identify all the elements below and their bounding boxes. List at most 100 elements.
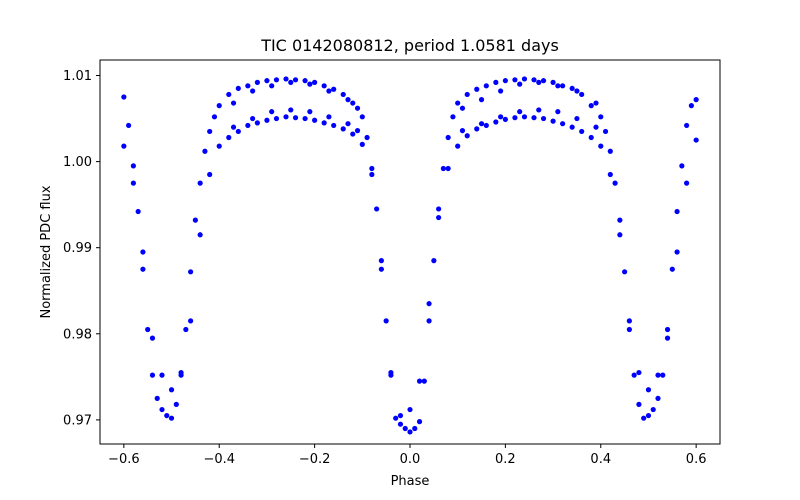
data-point (230, 124, 237, 130)
data-point (550, 79, 556, 85)
data-point (407, 429, 413, 435)
data-point (254, 120, 260, 126)
data-point (211, 114, 218, 120)
y-axis: 0.97 0.98 0.99 1.00 1.01 (63, 69, 100, 428)
y-tick-label: 0.98 (63, 327, 92, 342)
x-tick-label: 0.4 (590, 452, 611, 467)
x-tick-label: 0.2 (495, 452, 516, 467)
data-point (168, 387, 175, 393)
data-point (307, 81, 313, 87)
data-point (397, 421, 404, 427)
data-point (512, 77, 518, 83)
data-point (626, 326, 632, 333)
data-point (135, 208, 141, 215)
data-point (669, 266, 675, 272)
data-point (188, 269, 194, 275)
data-point (397, 412, 404, 419)
data-point (607, 171, 613, 178)
data-point (412, 425, 418, 432)
data-point (445, 165, 451, 172)
data-point (455, 100, 461, 106)
data-point (264, 78, 270, 84)
data-point (207, 128, 213, 135)
data-point (560, 83, 566, 89)
data-point (364, 134, 370, 141)
data-point (478, 97, 485, 103)
data-point (140, 266, 146, 272)
data-point (331, 122, 337, 129)
data-point (292, 77, 299, 83)
data-point (474, 126, 480, 132)
data-point (269, 109, 275, 115)
data-point (636, 401, 642, 407)
data-point (288, 79, 294, 85)
data-point (164, 412, 170, 419)
data-point (531, 77, 537, 83)
data-point (536, 107, 542, 113)
data-point (402, 425, 408, 432)
data-point (145, 326, 151, 333)
data-point (521, 114, 528, 120)
data-point (321, 83, 327, 89)
data-point (464, 91, 470, 98)
data-point (149, 372, 156, 378)
data-point (245, 83, 251, 89)
data-point (498, 114, 504, 120)
data-point (188, 318, 194, 324)
data-point (216, 143, 222, 149)
data-point (483, 83, 489, 89)
data-point (688, 103, 694, 109)
data-point (655, 372, 661, 378)
x-tick-label: −0.2 (299, 452, 331, 467)
data-point (197, 232, 203, 238)
data-point (588, 103, 594, 109)
data-point (302, 115, 308, 122)
data-point (517, 81, 523, 87)
data-point (436, 214, 442, 221)
data-point (321, 120, 327, 126)
data-point (183, 326, 189, 333)
data-point (154, 395, 160, 401)
data-point (354, 105, 361, 111)
data-point (498, 88, 504, 94)
data-point (560, 121, 566, 127)
data-point (445, 134, 451, 141)
data-point (250, 88, 256, 94)
data-point (331, 86, 337, 92)
data-point (650, 406, 656, 413)
data-point (464, 133, 470, 139)
data-point (626, 318, 632, 324)
data-point (555, 83, 561, 89)
data-point (655, 395, 661, 401)
data-point (173, 401, 179, 407)
data-point (121, 94, 127, 100)
data-point (612, 180, 618, 186)
x-axis-label: Phase (391, 474, 430, 489)
data-point (450, 114, 456, 120)
data-point (617, 232, 623, 238)
data-point (679, 163, 685, 169)
data-point (340, 126, 346, 132)
data-point (378, 266, 384, 272)
data-point (273, 115, 280, 122)
data-point (235, 128, 241, 135)
data-point (598, 114, 604, 120)
data-point (226, 134, 232, 141)
data-point (579, 128, 585, 135)
data-point (130, 163, 136, 169)
data-point (684, 122, 690, 129)
data-point (126, 122, 132, 129)
data-point (354, 128, 361, 134)
data-point (383, 318, 389, 324)
data-points (121, 76, 699, 435)
data-point (459, 105, 466, 111)
data-point (192, 217, 198, 223)
data-point (521, 76, 528, 82)
data-point (645, 412, 652, 419)
data-point (536, 79, 542, 85)
data-point (631, 372, 637, 378)
data-point (674, 208, 680, 215)
data-point (455, 143, 461, 149)
data-point (273, 77, 280, 83)
data-point (388, 369, 394, 376)
